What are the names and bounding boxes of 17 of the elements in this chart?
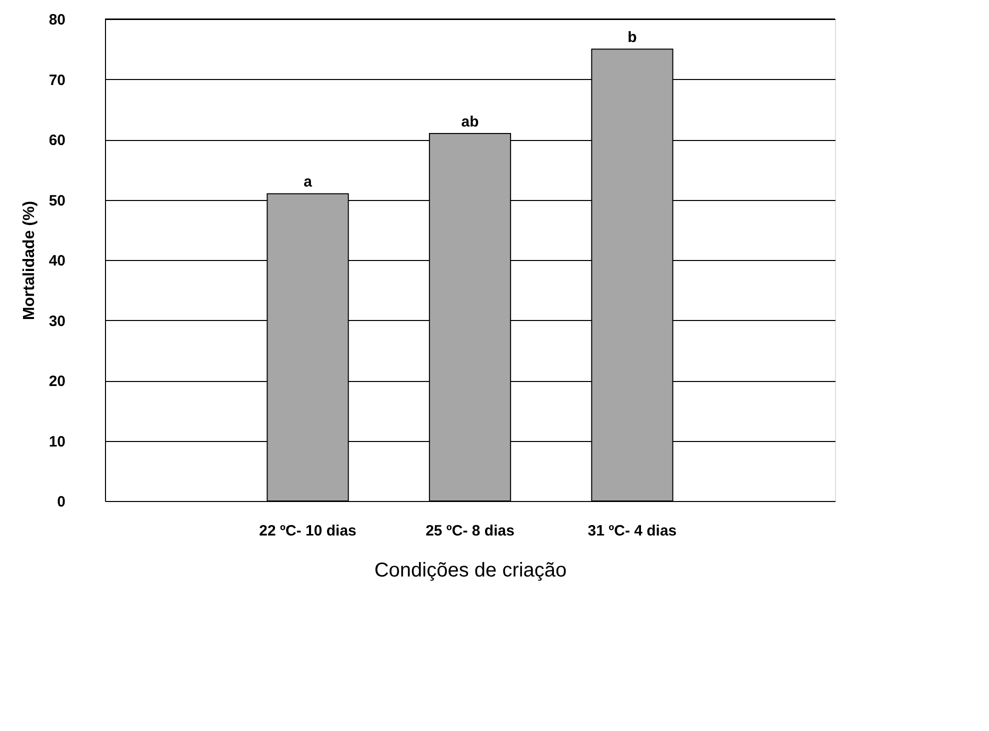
y-tick-label: 80 [48,12,66,28]
x-axis-title: Condições de criação [374,560,567,582]
x-tick-label: 22 ºC- 10 dias [259,522,356,540]
annotation: a [304,174,313,191]
annotation: ab [461,113,479,130]
x-tick-label: 25 ºC- 8 dias [426,522,514,540]
y-tick-label: 30 [48,312,66,330]
y-tick-label: 50 [48,192,66,210]
y-tick-label: 20 [48,373,66,390]
annotation: b [628,29,637,46]
y-tick-label: 0 [57,494,66,510]
x-tick-label: 31 ºC- 4 dias [588,522,677,540]
y-tick-label: 10 [48,433,66,450]
y-tick-label: 70 [48,72,66,89]
y-tick-label: 40 [48,252,66,270]
y-axis-title: Mortalidade (%) [20,200,38,320]
y-tick-label: 60 [48,132,66,149]
